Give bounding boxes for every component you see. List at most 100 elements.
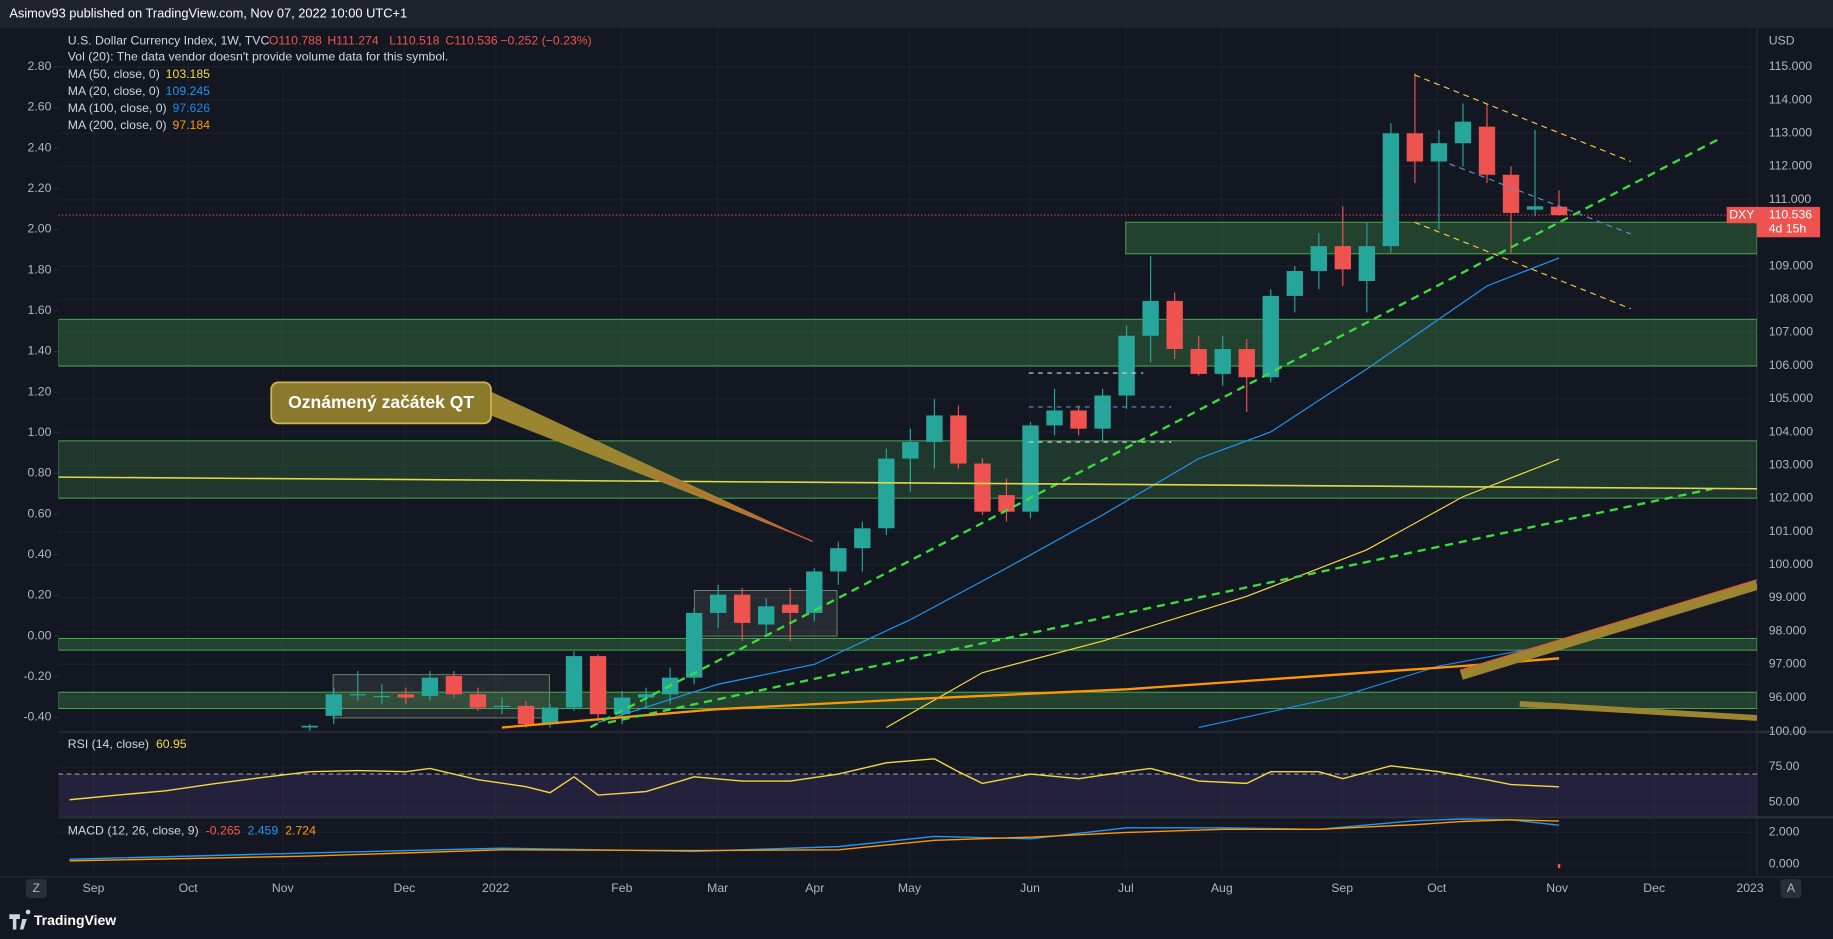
- candle-body: [878, 458, 895, 529]
- button[interactable]: [25, 879, 47, 898]
- candle-body: [854, 528, 871, 549]
- candle-body: [421, 677, 439, 696]
- last-price: 110.536: [1769, 207, 1813, 221]
- horizontal-line: [58, 476, 1758, 490]
- y2-tick-label: 1.40: [28, 344, 52, 358]
- candle-body: [1214, 349, 1231, 374]
- candle-body: [565, 656, 583, 708]
- rsi-band: [58, 774, 1758, 817]
- candle-body: [1046, 410, 1063, 426]
- annotation: Oznámený začátek QT: [288, 392, 474, 412]
- indicator-marks: [69, 758, 1561, 869]
- x-tick-label: Oct: [1427, 881, 1447, 895]
- x-tick-label: Dec: [394, 881, 416, 895]
- legend-name: MA (200, close, 0): [68, 118, 167, 132]
- indicator-title: MACD (12, 26, close, 9): [68, 824, 199, 838]
- band-edge: [1461, 579, 1758, 671]
- x-tick-label: 2023: [1736, 881, 1763, 895]
- drawings: [58, 74, 1758, 729]
- candle-body: [902, 441, 919, 459]
- symbol: DXY: [1729, 207, 1754, 221]
- legend-value: 97.184: [173, 118, 211, 132]
- y-tick-label: 113.000: [1769, 126, 1813, 140]
- ohlc-label: H111.274: [327, 33, 379, 47]
- x-tick-label: Oct: [179, 881, 199, 895]
- y-tick-label: 100.000: [1769, 557, 1814, 571]
- y-tick-label: 107.000: [1769, 325, 1814, 339]
- y-tick-label: 105.000: [1769, 391, 1814, 405]
- candle-body: [1262, 295, 1279, 378]
- y-tick-label: 2.000: [1769, 825, 1800, 839]
- candle-body: [1166, 300, 1183, 350]
- y2-tick-label: 1.20: [28, 384, 52, 398]
- y2-tick-label: 0.20: [28, 588, 52, 602]
- y2-tick-label: 2.60: [28, 100, 52, 114]
- x-tick-label: Nov: [272, 881, 295, 895]
- y-tick-label: 100.00: [1769, 724, 1807, 738]
- candle-body: [1310, 246, 1327, 272]
- x-tick-label: Feb: [611, 881, 632, 895]
- trend-line: [607, 487, 1713, 724]
- macd-line: [69, 819, 1560, 862]
- publisher: Asimov93 published on TradingView.com, N…: [9, 6, 407, 21]
- candle-body: [758, 606, 775, 625]
- legend-name: MA (50, close, 0): [68, 67, 160, 81]
- candle-body: [685, 612, 703, 678]
- y2-tick-label: 2.80: [28, 59, 52, 73]
- indicator-title: RSI (14, close): [68, 737, 149, 751]
- y-tick-label: 103.000: [1769, 457, 1814, 471]
- candle-body: [1070, 410, 1087, 429]
- channel-line: [1414, 221, 1631, 310]
- x-tick-label: Sep: [83, 881, 105, 895]
- callout-box: [270, 381, 492, 425]
- grid: [53, 29, 1758, 875]
- candle-body: [1526, 206, 1544, 210]
- candle-body: [541, 707, 559, 725]
- candle-body: [998, 495, 1015, 512]
- moving-average: [597, 257, 1560, 724]
- candle-body: [1406, 133, 1424, 162]
- callout-pointer: [472, 389, 813, 542]
- callout-pointer-edge: [654, 472, 813, 543]
- y-tick-label: 111.000: [1769, 192, 1812, 206]
- candle-body: [613, 697, 631, 715]
- y2-tick-label: 1.60: [28, 303, 52, 317]
- y2-tick-label: -0.40: [23, 710, 51, 724]
- candle-body: [1430, 143, 1448, 162]
- candle-body: [782, 604, 799, 613]
- candle-body: [589, 656, 607, 715]
- candle-body: [517, 705, 535, 725]
- candle-body: [830, 548, 847, 572]
- button[interactable]: [1780, 879, 1802, 898]
- button-label[interactable]: A: [1787, 881, 1796, 895]
- y-tick-label: 102.000: [1769, 491, 1814, 505]
- y2-tick-label: 0.60: [28, 506, 52, 520]
- volume-note: Vol (20): The data vendor doesn't provid…: [68, 50, 449, 64]
- candle-body: [734, 594, 751, 623]
- button-label[interactable]: Z: [32, 881, 40, 895]
- candle-body: [373, 695, 391, 698]
- x-tick-label: Nov: [1546, 881, 1569, 895]
- candle-body: [1238, 349, 1255, 378]
- candle-body: [637, 694, 655, 698]
- currency: USD: [1769, 33, 1795, 47]
- candle-body: [1022, 425, 1039, 512]
- legend-value: 103.185: [166, 67, 211, 81]
- x-tick-label: Jun: [1020, 881, 1040, 895]
- candle-body: [301, 725, 318, 728]
- candle-body: [1190, 349, 1207, 374]
- candle-body: [926, 415, 943, 442]
- top-bar: [0, 0, 1833, 29]
- channel-mid: [1449, 163, 1631, 235]
- candle-body: [493, 705, 511, 708]
- zone: [58, 318, 1758, 367]
- indicator-value: 2.724: [285, 824, 316, 838]
- zones: [58, 221, 1758, 719]
- legend: MA (50, close, 0) 103.185 MA (20, close, 0…: [68, 67, 316, 837]
- candle-body: [1454, 121, 1472, 144]
- ohlc-label: O110.788: [269, 33, 322, 47]
- candle-body: [325, 694, 342, 716]
- candle-body: [806, 571, 823, 613]
